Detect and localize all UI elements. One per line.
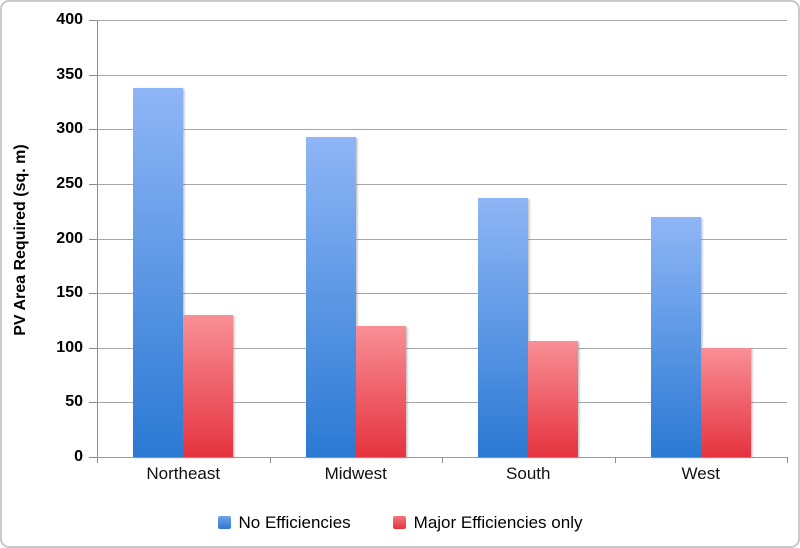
bar-west-major-efficiencies [700,347,751,457]
y-tick-label: 150 [56,284,83,302]
bar-midwest-major-efficiencies [355,325,406,457]
legend-item-major-efficiencies: Major Efficiencies only [392,513,583,533]
x-tick-mark [442,457,443,463]
gridline-400 [97,20,787,21]
gridline-150 [97,293,787,295]
legend: No Efficiencies Major Efficiencies only [2,510,798,536]
gridline-250 [97,183,787,185]
y-tick-mark [89,238,97,240]
y-tick-label: 100 [56,338,83,356]
bar-south-major-efficiencies [528,341,579,457]
y-tick-mark [89,293,97,295]
bar-south-no-efficiencies [478,198,529,457]
red-swatch-icon [392,515,406,529]
bar-northeast-no-efficiencies [133,87,184,457]
gridline-100 [97,347,787,349]
y-tick-mark [89,129,97,131]
y-tick-mark [89,183,97,185]
y-tick-label: 350 [56,65,83,83]
bar-west-no-efficiencies [650,216,701,457]
x-axis-label-midwest: Midwest [324,464,387,483]
y-tick-label: 400 [56,11,83,28]
gridline-200 [97,238,787,240]
x-axis-label-south: South [506,464,551,483]
y-axis-line [97,20,98,463]
blue-swatch-icon [217,515,231,529]
x-tick-mark [787,457,788,463]
bar-midwest-no-efficiencies [305,136,356,457]
legend-item-no-efficiencies: No Efficiencies [217,513,351,533]
y-tick-mark [89,347,97,349]
gridline-350 [97,74,787,76]
legend-label: No Efficiencies [238,513,351,532]
y-tick-label: 250 [56,174,83,192]
x-axis-label-northeast: Northeast [146,464,221,483]
gridline-300 [97,129,787,131]
y-tick-mark [89,402,97,404]
y-tick-label: 300 [56,120,83,138]
gridline-50 [97,402,787,404]
plot-area [97,20,788,463]
x-tick-mark [614,457,616,463]
y-tick-label: 50 [65,393,83,411]
legend-label: Major Efficiencies only [413,513,583,532]
y-tick-label: 0 [74,448,83,465]
x-axis-label-west: West [681,464,720,483]
x-axis-labels: Northeast Midwest South West [97,464,787,488]
x-tick-mark [269,457,271,463]
y-tick-mark [89,20,97,21]
bar-northeast-major-efficiencies [183,314,234,457]
y-tick-label: 200 [56,229,83,247]
y-tick-mark [89,457,97,458]
y-tick-mark [89,74,97,76]
